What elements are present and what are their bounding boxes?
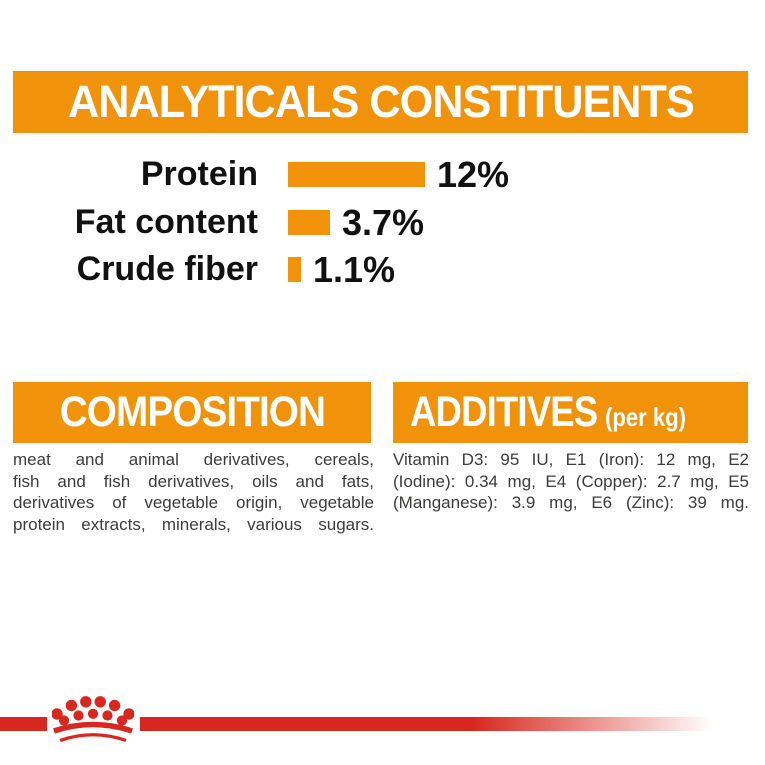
composition-title: COMPOSITION bbox=[59, 388, 325, 436]
bar bbox=[288, 162, 425, 187]
bar-value: 1.1% bbox=[313, 249, 396, 290]
bar bbox=[288, 257, 301, 282]
bar-label: Crude fiber bbox=[76, 250, 258, 288]
bar-label: Protein bbox=[140, 155, 258, 193]
additives-text: Vitamin D3: 95 IU, E1 (Iron): 12 mg, E2 (… bbox=[393, 449, 749, 514]
bar bbox=[288, 210, 330, 235]
additives-per-kg-label: (per kg) bbox=[604, 402, 687, 432]
royal-canin-crown-icon bbox=[52, 696, 134, 743]
additives-title: ADDITIVES bbox=[410, 388, 598, 436]
bar-label: Fat content bbox=[74, 203, 258, 241]
text-line: protein extracts, minerals, various suga… bbox=[13, 515, 374, 535]
analyticals-banner: ANALYTICALS CONSTITUENTS bbox=[13, 71, 748, 133]
additives-banner: ADDITIVES (per kg) bbox=[393, 382, 748, 443]
footer-rule-right-fading bbox=[140, 717, 713, 731]
text-line: fish and fish derivatives, oils and fats… bbox=[13, 471, 374, 491]
text-line: (Manganese): 3.9 mg, E6 (Zinc): 39 mg. bbox=[393, 493, 749, 513]
text-line: Vitamin D3: 95 IU, E1 (Iron): 12 mg, E2 bbox=[393, 450, 749, 469]
footer-rule-left bbox=[0, 717, 47, 731]
additives-title-group: ADDITIVES (per kg) bbox=[410, 388, 686, 437]
text-line: derivatives of vegetable origin, vegetab… bbox=[13, 493, 374, 513]
composition-text: meat and animal derivatives, cereals, fis… bbox=[13, 449, 374, 536]
chart-row: Protein 12% bbox=[0, 154, 765, 195]
bar-value: 3.7% bbox=[342, 202, 425, 243]
text-line: meat and animal derivatives, cereals, bbox=[13, 450, 374, 469]
analyticals-title: ANALYTICALS CONSTITUENTS bbox=[67, 76, 695, 127]
composition-banner: COMPOSITION bbox=[13, 382, 371, 443]
text-line: (Iodine): 0.34 mg, E4 (Copper): 2.7 mg, … bbox=[393, 471, 749, 491]
bar-value: 12% bbox=[437, 154, 510, 195]
chart-row: Fat content 3.7% bbox=[0, 202, 765, 243]
chart-row: Crude fiber 1.1% bbox=[0, 249, 765, 290]
